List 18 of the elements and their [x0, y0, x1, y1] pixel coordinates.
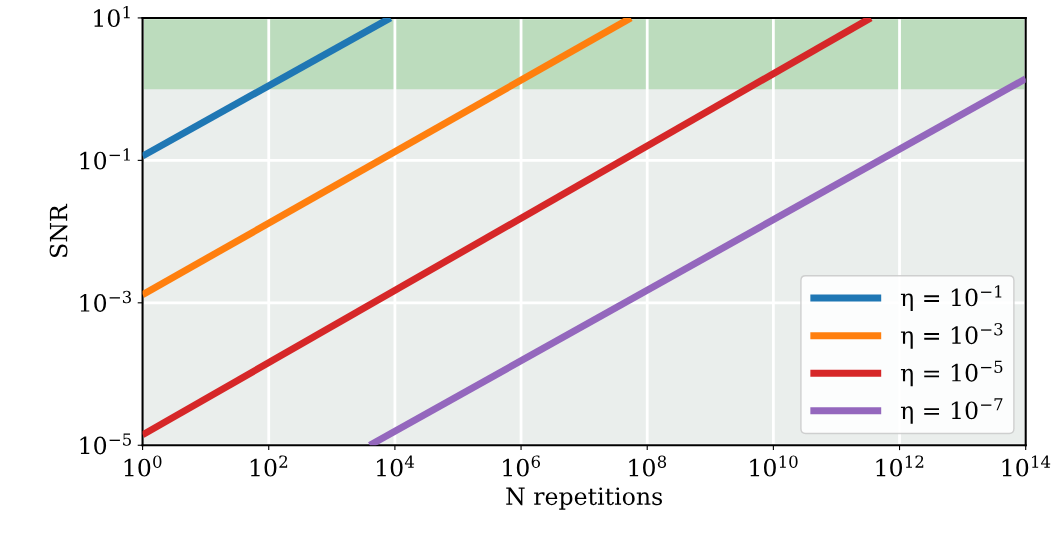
y-tick-label: 10$^{−1}$ [80, 148, 130, 170]
legend-label: η = 10$^{−7}$ [900, 398, 1003, 424]
x-axis-title: N repetitions [506, 487, 662, 510]
x-tick-label: 10$^{8}$ [629, 455, 667, 477]
x-tick-label: 10$^{4}$ [377, 455, 415, 477]
x-tick-label: 10$^{12}$ [876, 455, 924, 477]
y-tick-label: 10$^{1}$ [94, 5, 130, 28]
x-tick-label: 10$^{0}$ [124, 455, 162, 477]
x-tick-label: 10$^{10}$ [750, 455, 798, 477]
legend-label: η = 10$^{−1}$ [900, 285, 1002, 311]
y-tick-label: 10$^{−3}$ [80, 290, 131, 312]
x-tick-label: 10$^{2}$ [250, 455, 288, 477]
legend-label: η = 10$^{−5}$ [900, 360, 1003, 387]
x-tick-label: 10$^{14}$ [1002, 455, 1051, 477]
y-tick-label: 10$^{−5}$ [80, 433, 131, 455]
y-axis-title: SNR [49, 203, 68, 257]
legend-label: η = 10$^{−3}$ [900, 322, 1003, 349]
x-tick-label: 10$^{6}$ [503, 455, 541, 477]
